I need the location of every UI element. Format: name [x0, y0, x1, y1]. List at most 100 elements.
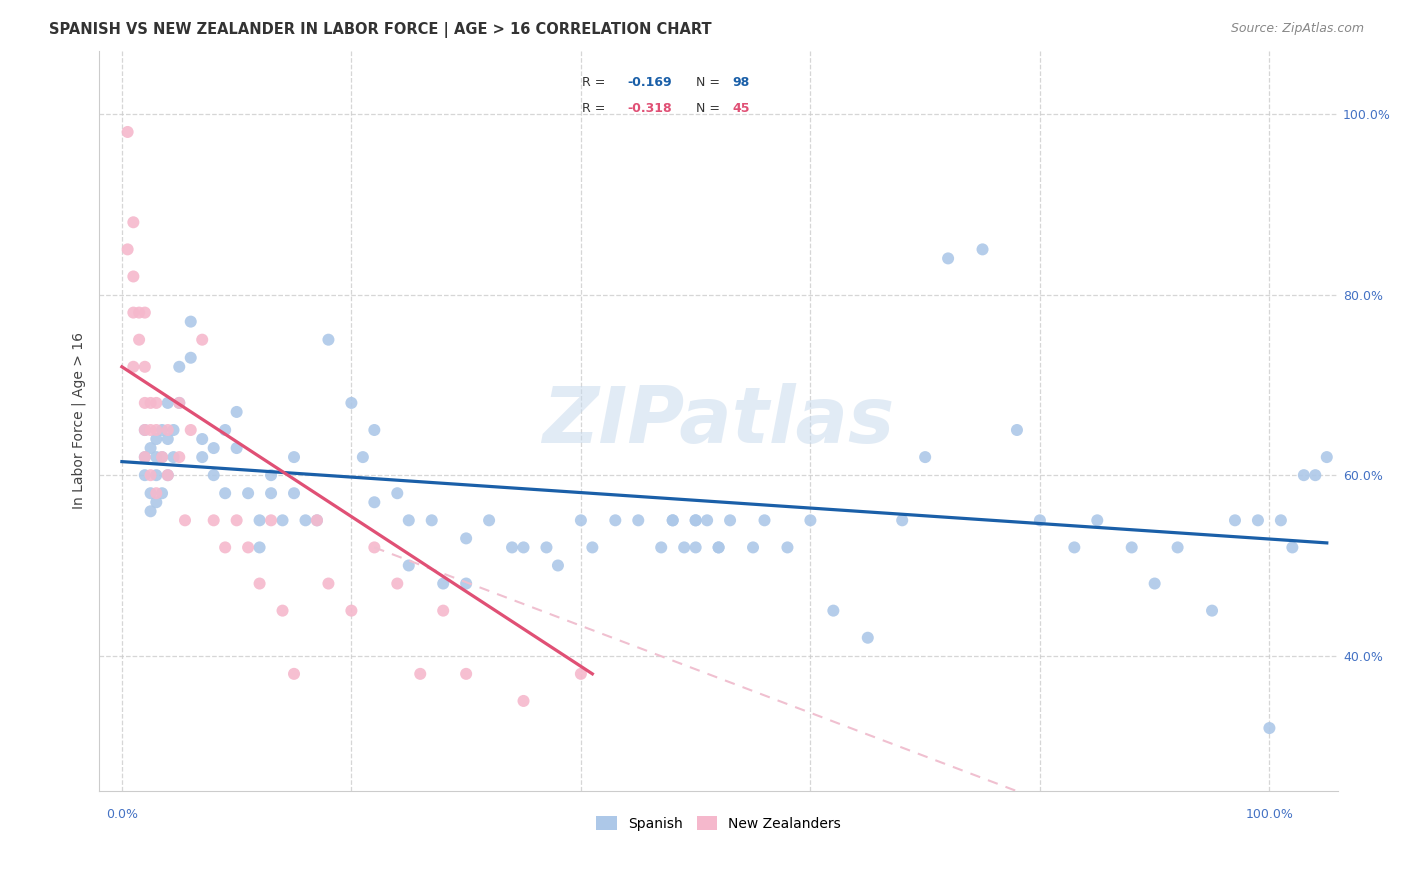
Point: [180, 423, 202, 437]
Point: [707, 541, 730, 555]
Point: [117, 125, 139, 139]
Point: [191, 450, 214, 464]
Point: [139, 504, 162, 518]
Point: [1247, 513, 1270, 527]
Point: [139, 468, 162, 483]
Point: [225, 441, 247, 455]
Point: [145, 468, 167, 483]
Point: [799, 513, 821, 527]
Point: [1143, 576, 1166, 591]
Point: [139, 441, 162, 455]
Point: [1063, 541, 1085, 555]
Text: 100.0%: 100.0%: [1246, 807, 1294, 821]
Point: [145, 486, 167, 500]
Point: [718, 513, 741, 527]
Point: [145, 495, 167, 509]
Point: [387, 576, 409, 591]
Point: [456, 576, 478, 591]
Point: [122, 269, 145, 284]
Point: [150, 486, 173, 500]
Point: [742, 541, 765, 555]
Point: [156, 468, 179, 483]
Text: -0.318: -0.318: [627, 102, 672, 115]
Point: [891, 513, 914, 527]
Point: [191, 432, 214, 446]
Text: 0.0%: 0.0%: [105, 807, 138, 821]
Point: [456, 532, 478, 546]
Point: [134, 396, 156, 410]
Point: [340, 604, 363, 618]
Point: [420, 513, 443, 527]
Point: [249, 576, 271, 591]
Point: [283, 666, 305, 681]
Text: N =: N =: [696, 76, 724, 89]
Text: N =: N =: [696, 102, 724, 115]
Point: [236, 541, 259, 555]
Point: [145, 432, 167, 446]
Point: [167, 359, 190, 374]
Point: [134, 450, 156, 464]
Point: [1167, 541, 1189, 555]
Point: [139, 486, 162, 500]
Point: [156, 423, 179, 437]
Point: [363, 495, 385, 509]
Point: [409, 666, 432, 681]
Point: [914, 450, 936, 464]
Point: [145, 396, 167, 410]
Point: [283, 450, 305, 464]
Legend: Spanish, New Zealanders: Spanish, New Zealanders: [591, 810, 846, 836]
Point: [162, 450, 184, 464]
Point: [501, 541, 523, 555]
Point: [776, 541, 799, 555]
Text: Source: ZipAtlas.com: Source: ZipAtlas.com: [1230, 22, 1364, 36]
Point: [145, 423, 167, 437]
Point: [305, 513, 328, 527]
Point: [180, 351, 202, 365]
Point: [180, 315, 202, 329]
Point: [398, 513, 420, 527]
Point: [122, 215, 145, 229]
Point: [512, 694, 534, 708]
Point: [1316, 450, 1339, 464]
Point: [661, 513, 683, 527]
Point: [547, 558, 569, 573]
Point: [318, 576, 340, 591]
Point: [661, 513, 683, 527]
Point: [134, 305, 156, 319]
Point: [134, 468, 156, 483]
Point: [1305, 468, 1327, 483]
Point: [432, 604, 454, 618]
Point: [1223, 513, 1246, 527]
Point: [569, 666, 592, 681]
Point: [673, 541, 696, 555]
Point: [936, 252, 959, 266]
Point: [1085, 513, 1108, 527]
Point: [432, 576, 454, 591]
Point: [1292, 468, 1315, 483]
Point: [707, 541, 730, 555]
Point: [972, 243, 994, 257]
Point: [696, 513, 718, 527]
Point: [260, 513, 283, 527]
Point: [134, 423, 156, 437]
Point: [685, 513, 707, 527]
Point: [156, 396, 179, 410]
Point: [236, 486, 259, 500]
Point: [478, 513, 501, 527]
Point: [214, 541, 236, 555]
Point: [202, 468, 225, 483]
Point: [387, 486, 409, 500]
Point: [627, 513, 650, 527]
Point: [1029, 513, 1052, 527]
Point: [122, 359, 145, 374]
Point: [754, 513, 776, 527]
Text: ZIPatlas: ZIPatlas: [543, 383, 894, 459]
Point: [1201, 604, 1223, 618]
Point: [134, 423, 156, 437]
Point: [139, 423, 162, 437]
Point: [191, 333, 214, 347]
Point: [122, 305, 145, 319]
Point: [685, 513, 707, 527]
Point: [174, 513, 197, 527]
Point: [260, 468, 283, 483]
